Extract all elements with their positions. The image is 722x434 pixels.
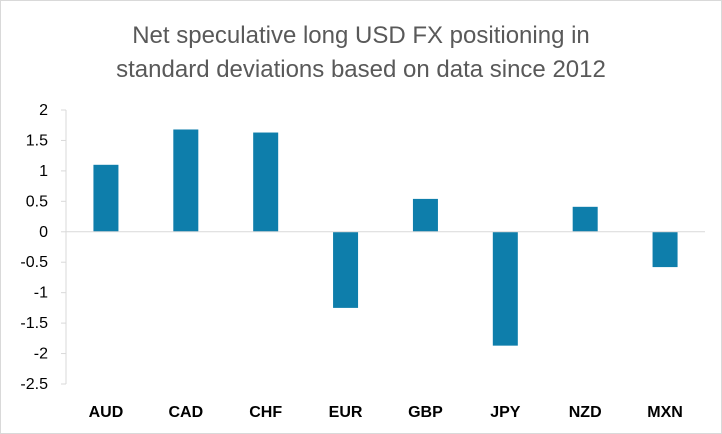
y-tick-label: 2 — [39, 102, 48, 119]
chart-title-line-1: Net speculative long USD FX positioning … — [132, 22, 590, 49]
y-tick-label: -2 — [34, 346, 48, 363]
bar-eur — [333, 231, 359, 308]
chart-title-line-2: standard deviations based on data since … — [116, 56, 606, 83]
x-category-label: EUR — [329, 404, 363, 421]
y-tick-label: 1 — [39, 163, 48, 180]
y-tick-label: 0 — [39, 224, 48, 241]
y-tick-label: -1.5 — [20, 315, 48, 332]
x-category-label: JPY — [490, 404, 521, 421]
bar-jpy — [492, 231, 518, 346]
y-tick-label: 0.5 — [26, 193, 48, 210]
x-category-label: GBP — [408, 404, 443, 421]
y-tick-label: -0.5 — [20, 254, 48, 271]
bar-aud — [93, 164, 119, 232]
x-category-label: MXN — [647, 404, 683, 421]
y-tick-label: 1.5 — [26, 132, 48, 149]
bar-gbp — [412, 198, 438, 232]
bar-cad — [173, 129, 199, 232]
chart-title: Net speculative long USD FX positioning … — [1, 19, 721, 87]
x-category-label: NZD — [569, 404, 602, 421]
bar-mxn — [652, 231, 678, 268]
bar-chf — [253, 132, 279, 232]
y-tick-label: -2.5 — [20, 376, 48, 393]
y-tick-label: -1 — [34, 285, 48, 302]
bar-nzd — [572, 206, 598, 232]
x-category-label: CHF — [249, 404, 282, 421]
x-category-label: CAD — [168, 404, 203, 421]
x-category-label: AUD — [89, 404, 124, 421]
